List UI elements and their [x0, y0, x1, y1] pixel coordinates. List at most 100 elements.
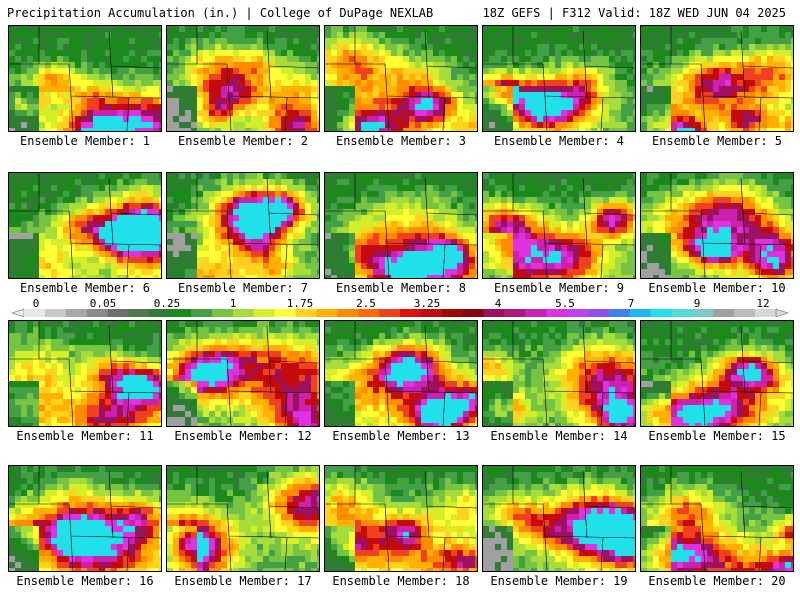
state-boundary-line [70, 242, 74, 278]
precip-cell [665, 116, 672, 123]
precip-cell [111, 32, 118, 39]
precip-cell [9, 185, 16, 192]
precip-cell [379, 215, 386, 222]
precip-cell [293, 257, 300, 264]
precip-cell [457, 215, 464, 222]
precip-cell [63, 197, 70, 204]
precip-cell [117, 80, 124, 87]
precip-cell [767, 122, 774, 129]
precip-cell [719, 251, 726, 258]
precip-cell [257, 86, 264, 93]
precip-cell [647, 203, 654, 210]
precip-cell [75, 321, 82, 328]
precip-cell [495, 44, 502, 51]
precip-cell [33, 68, 40, 75]
precip-cell [361, 179, 368, 186]
precip-cell [197, 185, 204, 192]
precip-cell [707, 74, 714, 81]
precip-cell [245, 191, 252, 198]
precip-cell [433, 86, 440, 93]
precip-cell [561, 32, 568, 39]
precip-cell [603, 197, 610, 204]
precip-cell [299, 32, 306, 39]
precip-cell [785, 197, 792, 204]
precip-cell [549, 251, 556, 258]
ensemble-map-panel [166, 25, 320, 132]
precip-cell [519, 104, 526, 111]
precip-cell [665, 233, 672, 240]
precip-cell [159, 327, 161, 334]
precip-cell [543, 179, 550, 186]
precip-cell [483, 74, 490, 81]
precip-cell [567, 275, 574, 278]
precip-cell [33, 197, 40, 204]
precip-cell [761, 26, 768, 33]
precip-cell [87, 50, 94, 57]
precip-cell [451, 233, 458, 240]
precip-cell [105, 257, 112, 264]
precip-cell [621, 233, 628, 240]
precip-cell [647, 110, 654, 117]
precip-cell [749, 92, 756, 99]
precip-cell [469, 227, 476, 234]
precip-cell [579, 209, 586, 216]
precip-cell [779, 257, 786, 264]
precip-cell [647, 50, 654, 57]
precip-cell [269, 209, 276, 216]
precip-cell [627, 44, 634, 51]
precip-cell [117, 122, 124, 129]
precip-cell [51, 221, 58, 228]
precip-cell [299, 92, 306, 99]
precip-cell [549, 191, 556, 198]
precip-cell [331, 233, 338, 240]
precip-cell [331, 98, 338, 105]
precip-cell [293, 74, 300, 81]
precip-cell [39, 257, 46, 264]
precip-cell [349, 269, 356, 276]
precip-cell [45, 197, 52, 204]
precip-cell [397, 209, 404, 216]
precip-cell [63, 345, 70, 352]
precip-cell [689, 191, 696, 198]
precip-cell [761, 128, 768, 131]
precip-cell [457, 179, 464, 186]
precip-cell [767, 221, 774, 228]
precip-cell [653, 86, 660, 93]
precip-cell [469, 104, 476, 111]
precip-cell [159, 321, 161, 328]
precip-cell [45, 56, 52, 63]
precip-cell [501, 245, 508, 252]
precip-cell [683, 32, 690, 39]
precip-cell [349, 26, 356, 33]
precip-cell [239, 80, 246, 87]
precip-cell [701, 227, 708, 234]
precip-cell [99, 80, 106, 87]
precip-cell [519, 245, 526, 252]
precip-cell [191, 98, 198, 105]
precip-cell [579, 179, 586, 186]
precip-cell [215, 275, 222, 278]
precip-cell [239, 185, 246, 192]
precip-cell [147, 116, 154, 123]
precip-cell [785, 263, 792, 270]
precip-cell [57, 179, 64, 186]
precip-cell [39, 333, 46, 340]
precip-cell [433, 197, 440, 204]
precip-cell [659, 263, 666, 270]
precip-cell [87, 209, 94, 216]
precip-cell [87, 357, 94, 364]
precip-cell [209, 179, 216, 186]
precip-cell [159, 179, 161, 186]
precip-cell [45, 275, 52, 278]
precip-cell [463, 179, 470, 186]
precip-cell [215, 50, 222, 57]
precip-cell [135, 191, 142, 198]
precip-cell [779, 251, 786, 258]
precip-cell [633, 251, 635, 258]
precip-cell [531, 74, 538, 81]
precip-cell [153, 275, 160, 278]
precip-cell [197, 110, 204, 117]
precip-cell [779, 173, 786, 180]
precip-cell [525, 221, 532, 228]
precip-cell [469, 26, 476, 33]
